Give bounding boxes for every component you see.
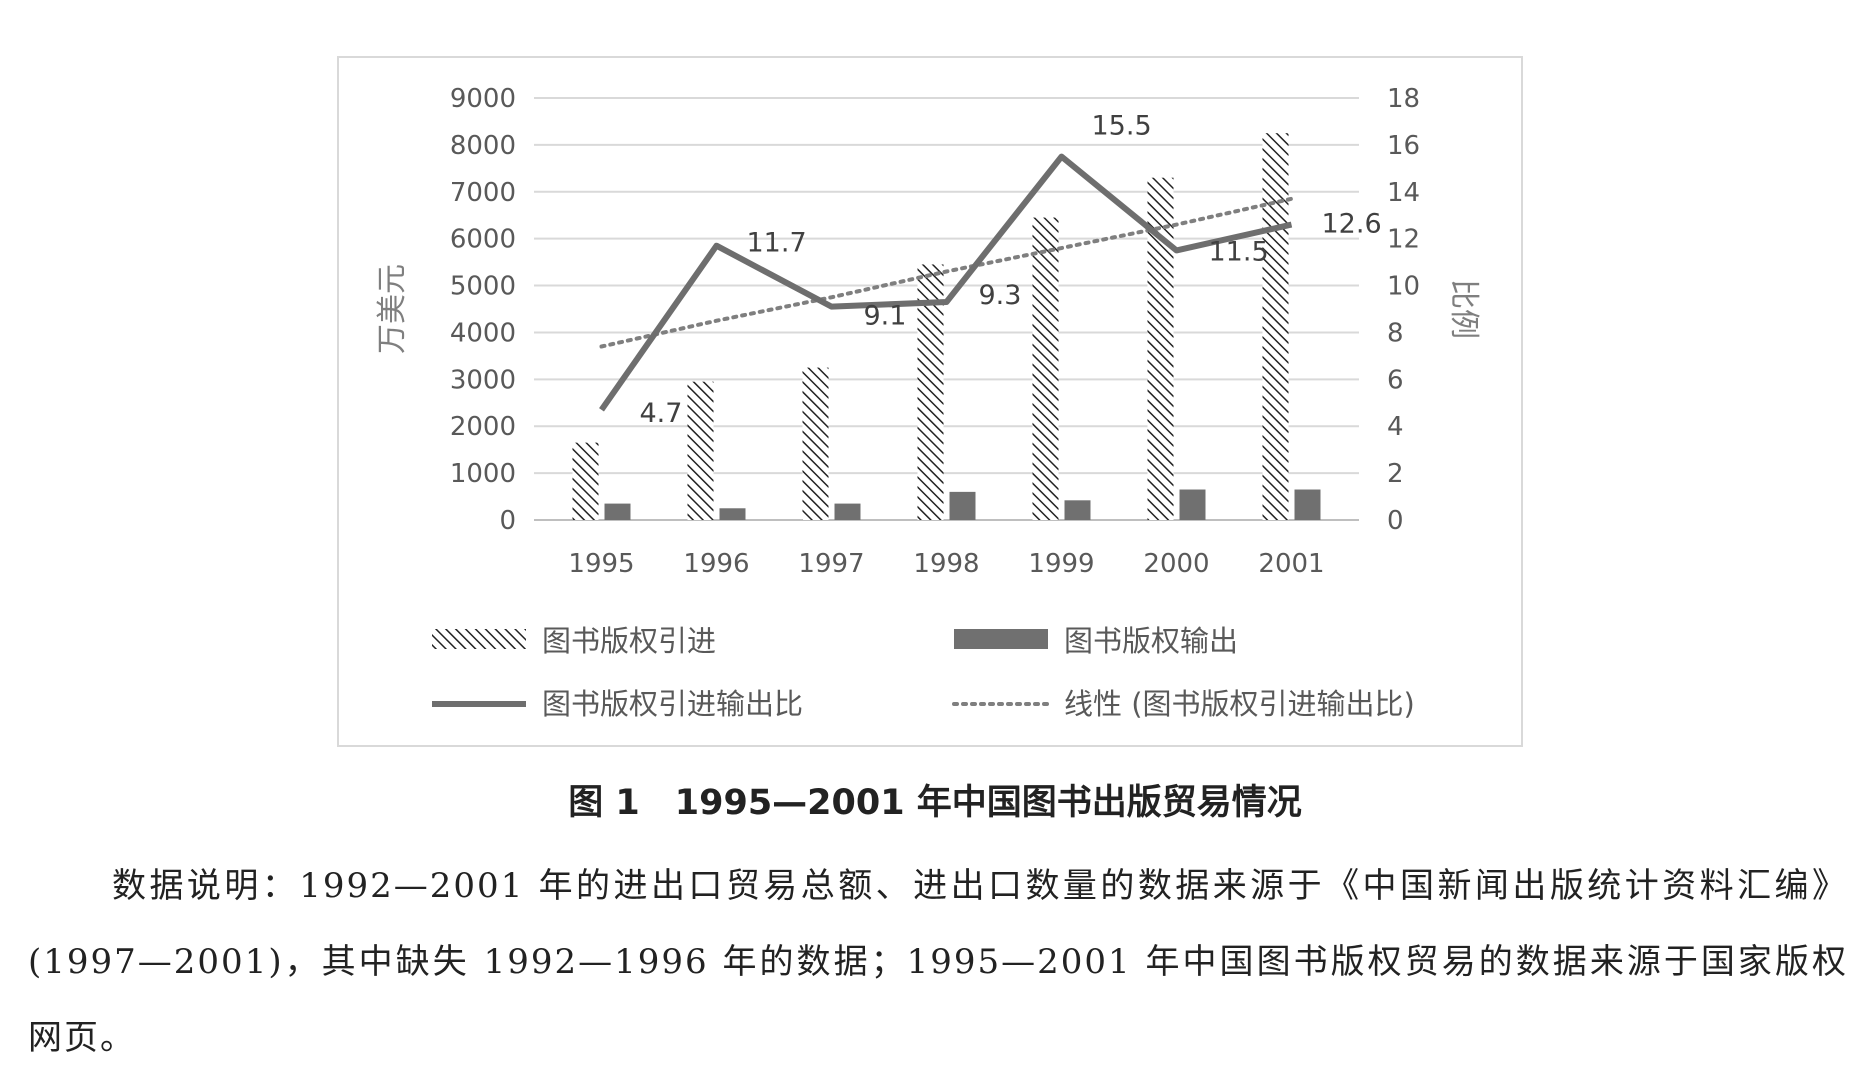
bar-export bbox=[834, 503, 861, 520]
x-tick-label: 2000 bbox=[1143, 549, 1209, 579]
x-tick-label: 1998 bbox=[913, 549, 979, 579]
data-label: 11.7 bbox=[747, 228, 807, 259]
legend-import-label: 图书版权引进 bbox=[542, 624, 716, 658]
left-tick-label: 1000 bbox=[450, 459, 516, 489]
left-axis-title: 万美元 bbox=[375, 264, 410, 354]
left-tick-label: 8000 bbox=[450, 131, 516, 161]
bar-export bbox=[1064, 500, 1091, 520]
bar-export bbox=[604, 503, 631, 520]
right-tick-label: 0 bbox=[1387, 506, 1404, 536]
left-tick-label: 4000 bbox=[450, 318, 516, 348]
bar-export bbox=[949, 491, 976, 520]
bar-import bbox=[1032, 217, 1059, 521]
bar-import bbox=[687, 381, 714, 520]
bar-import bbox=[1262, 133, 1289, 520]
x-tick-label: 1995 bbox=[568, 549, 634, 579]
right-tick-label: 8 bbox=[1387, 318, 1404, 348]
left-tick-label: 2000 bbox=[450, 412, 516, 442]
data-label: 12.6 bbox=[1322, 209, 1382, 240]
right-tick-label: 18 bbox=[1387, 84, 1420, 114]
bar-export bbox=[1179, 489, 1206, 520]
legend-ratio-label: 图书版权引进输出比 bbox=[542, 687, 803, 721]
right-tick-label: 6 bbox=[1387, 365, 1404, 395]
legend-import-swatch bbox=[432, 629, 526, 649]
left-tick-label: 9000 bbox=[450, 84, 516, 114]
chart-frame: 0 1000 2000 3000 4000 5000 6000 7000 8000 9000 0 2 4… bbox=[337, 56, 1523, 747]
chart-svg: 0 1000 2000 3000 4000 5000 6000 7000 8000 9000 0 2 4… bbox=[375, 84, 1481, 721]
right-tick-label: 12 bbox=[1387, 225, 1420, 255]
data-label: 11.5 bbox=[1209, 236, 1269, 267]
bar-import bbox=[802, 367, 829, 520]
trend-line bbox=[599, 196, 1294, 349]
bar-import bbox=[572, 442, 599, 520]
data-label: 15.5 bbox=[1092, 111, 1152, 142]
left-tick-label: 6000 bbox=[450, 225, 516, 255]
data-note: 数据说明：1992—2001 年的进出口贸易总额、进出口数量的数据来源于《中国新… bbox=[28, 866, 1848, 1058]
left-tick-label: 0 bbox=[499, 506, 516, 536]
legend-trend-label: 线性 (图书版权引进输出比) bbox=[1064, 687, 1415, 721]
legend-export-label: 图书版权输出 bbox=[1064, 624, 1238, 658]
x-tick-label: 2001 bbox=[1258, 549, 1324, 579]
right-tick-label: 14 bbox=[1387, 178, 1420, 208]
data-label: 9.1 bbox=[864, 301, 907, 332]
right-tick-label: 10 bbox=[1387, 272, 1420, 302]
right-tick-label: 16 bbox=[1387, 131, 1420, 161]
legend-export-swatch bbox=[954, 629, 1048, 649]
figure-caption: 图 1 1995—2001 年中国图书出版贸易情况 bbox=[568, 783, 1302, 823]
data-label: 4.7 bbox=[640, 398, 683, 429]
bar-export bbox=[1294, 489, 1321, 520]
left-tick-label: 7000 bbox=[450, 178, 516, 208]
x-tick-label: 1997 bbox=[798, 549, 864, 579]
data-label: 9.3 bbox=[979, 280, 1022, 311]
x-tick-label: 1996 bbox=[683, 549, 749, 579]
bar-import bbox=[917, 264, 944, 520]
bar-export bbox=[719, 508, 746, 520]
x-tick-label: 1999 bbox=[1028, 549, 1094, 579]
left-tick-label: 5000 bbox=[450, 272, 516, 302]
left-tick-label: 3000 bbox=[450, 365, 516, 395]
ratio-line bbox=[599, 153, 1293, 412]
right-tick-label: 2 bbox=[1387, 459, 1404, 489]
right-tick-label: 4 bbox=[1387, 412, 1404, 442]
right-axis-title: 比例 bbox=[1446, 279, 1481, 339]
